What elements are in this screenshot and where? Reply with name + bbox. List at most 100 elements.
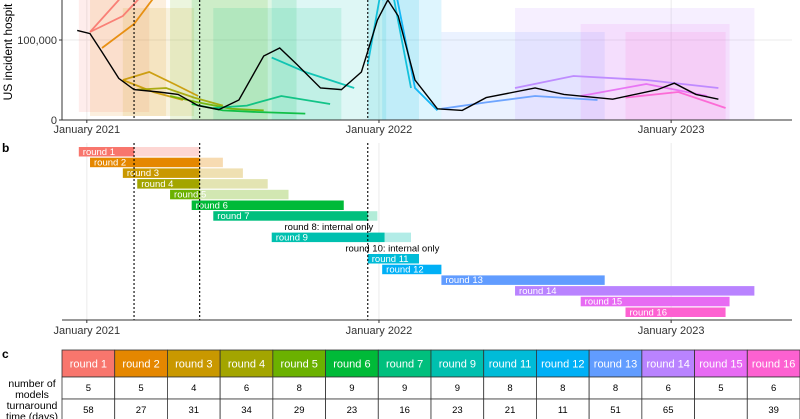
- panel-label-c: c: [2, 347, 9, 361]
- round-bar-extension: [199, 179, 268, 189]
- table-header-label: round 1: [70, 359, 107, 371]
- table-header-label: round 4: [228, 359, 265, 371]
- x-tick-label: January 2021: [53, 124, 120, 136]
- round-bar-extension: [199, 157, 223, 168]
- round-bar-label: round 16: [630, 307, 668, 318]
- table-cell-value: 34: [241, 405, 252, 416]
- forecast-trajectory: [514, 75, 719, 89]
- table-header-label: round 16: [752, 359, 795, 371]
- table-row-label: time (days): [6, 411, 58, 419]
- round-bar-label: round 14: [519, 286, 557, 297]
- table-header-label: round 5: [281, 359, 318, 371]
- round-bar-label: round 11: [372, 254, 409, 265]
- table-cell-value: 11: [558, 405, 568, 416]
- table-header-label: round 15: [699, 359, 742, 371]
- table-header-label: round 6: [333, 359, 370, 371]
- round-bar: [213, 211, 368, 221]
- round-bar-extension: [199, 168, 243, 178]
- table-header-label: round 12: [541, 359, 584, 371]
- table-row-label: models: [15, 389, 49, 401]
- forecast-trajectory: [122, 71, 199, 97]
- table-header-cell: [483, 349, 537, 378]
- table-cell-value: 9: [402, 383, 407, 394]
- table-header-cell: [377, 349, 432, 378]
- table-cell-value: 27: [136, 405, 147, 416]
- round-bar-label: round 5: [174, 190, 206, 201]
- table-cell-value: 8: [297, 383, 302, 394]
- table-cell-value: 8: [613, 383, 618, 394]
- table-cell-value: 5: [138, 383, 143, 394]
- table-cell-value: 65: [663, 405, 674, 416]
- round-bar: [625, 307, 726, 317]
- round-bar-label: round 12: [386, 265, 424, 276]
- table-row-label: turnaround: [7, 400, 58, 412]
- panel-c-rounds-table: c round 1 round 2 round 3 round 4 round 5 roun…: [2, 347, 800, 419]
- table-cell-value: 29: [294, 405, 305, 416]
- table-cell-value: 9: [349, 383, 354, 394]
- round-bar: [122, 168, 200, 178]
- table-cell-value: 23: [452, 405, 463, 416]
- forecast-trajectory: [366, 0, 412, 89]
- round-bar-label: round 6: [196, 200, 228, 211]
- round-bar: [78, 147, 135, 157]
- forecast-trajectory: [213, 95, 331, 109]
- round-bar-label: round 3: [127, 168, 159, 179]
- forecast-trajectory: [441, 95, 598, 110]
- table-cell-value: 6: [666, 383, 671, 394]
- table-cell-value: 39: [768, 405, 779, 416]
- round-bar: [515, 286, 755, 296]
- forecast-ribbon: [625, 32, 726, 120]
- round-bar: [90, 157, 200, 168]
- round-bar-label: round 9: [276, 232, 308, 243]
- table-header-cell: [61, 349, 116, 378]
- table-header-cell: [536, 349, 590, 378]
- table-cell-value: 16: [399, 405, 410, 416]
- table-header-label: round 2: [122, 359, 159, 371]
- round-bar-extension: [384, 232, 411, 243]
- forecast-trajectory: [625, 91, 726, 109]
- table-cell-value: 21: [505, 405, 516, 416]
- table-cell-value: 4: [191, 383, 196, 394]
- table-header-cell: [746, 349, 800, 378]
- round-bar-label: round 4: [141, 179, 173, 190]
- y-tick-label: 0: [51, 115, 57, 127]
- table-cell-value: 5: [718, 383, 723, 394]
- forecast-ribbon: [271, 0, 387, 120]
- x-tick-label: January 2021: [53, 325, 120, 337]
- x-tick-label: January 2022: [346, 124, 413, 136]
- panel-label-b: b: [2, 141, 9, 155]
- table-cell-value: 8: [560, 383, 565, 394]
- internal-only-note: round 8: internal only: [285, 222, 374, 233]
- y-axis-label: US incident hospit: [1, 3, 15, 100]
- round-bar: [580, 296, 730, 307]
- round-bar: [137, 179, 200, 189]
- table-header-cell: [588, 349, 643, 378]
- forecast-trajectory: [382, 0, 439, 112]
- forecast-trajectory: [580, 83, 708, 97]
- forecast-trajectory: [169, 95, 264, 112]
- forecast-trajectory: [137, 87, 224, 107]
- round-bar: [271, 232, 385, 243]
- forecast-trajectory: [89, 0, 139, 33]
- table-cell-value: 58: [83, 405, 94, 416]
- forecast-ribbon: [382, 0, 442, 120]
- round-bar: [191, 200, 344, 210]
- internal-only-note: round 10: internal only: [345, 243, 439, 254]
- round-bar-extension: [134, 147, 200, 157]
- forecast-ribbon: [90, 0, 167, 116]
- round-bar-label: round 13: [445, 275, 483, 286]
- table-cell-value: 8: [507, 383, 512, 394]
- forecast-trajectory: [101, 0, 154, 49]
- table-cell-value: 6: [771, 383, 776, 394]
- table-header-cell: [325, 349, 379, 378]
- table-cell-value: 6: [244, 383, 249, 394]
- table-header-cell: [694, 349, 748, 378]
- x-tick-label: January 2023: [638, 124, 705, 136]
- forecast-ribbon: [515, 8, 755, 120]
- round-bar-extension: [367, 211, 378, 221]
- table-cell-value: 31: [188, 405, 199, 416]
- forecast-trajectory: [89, 0, 120, 33]
